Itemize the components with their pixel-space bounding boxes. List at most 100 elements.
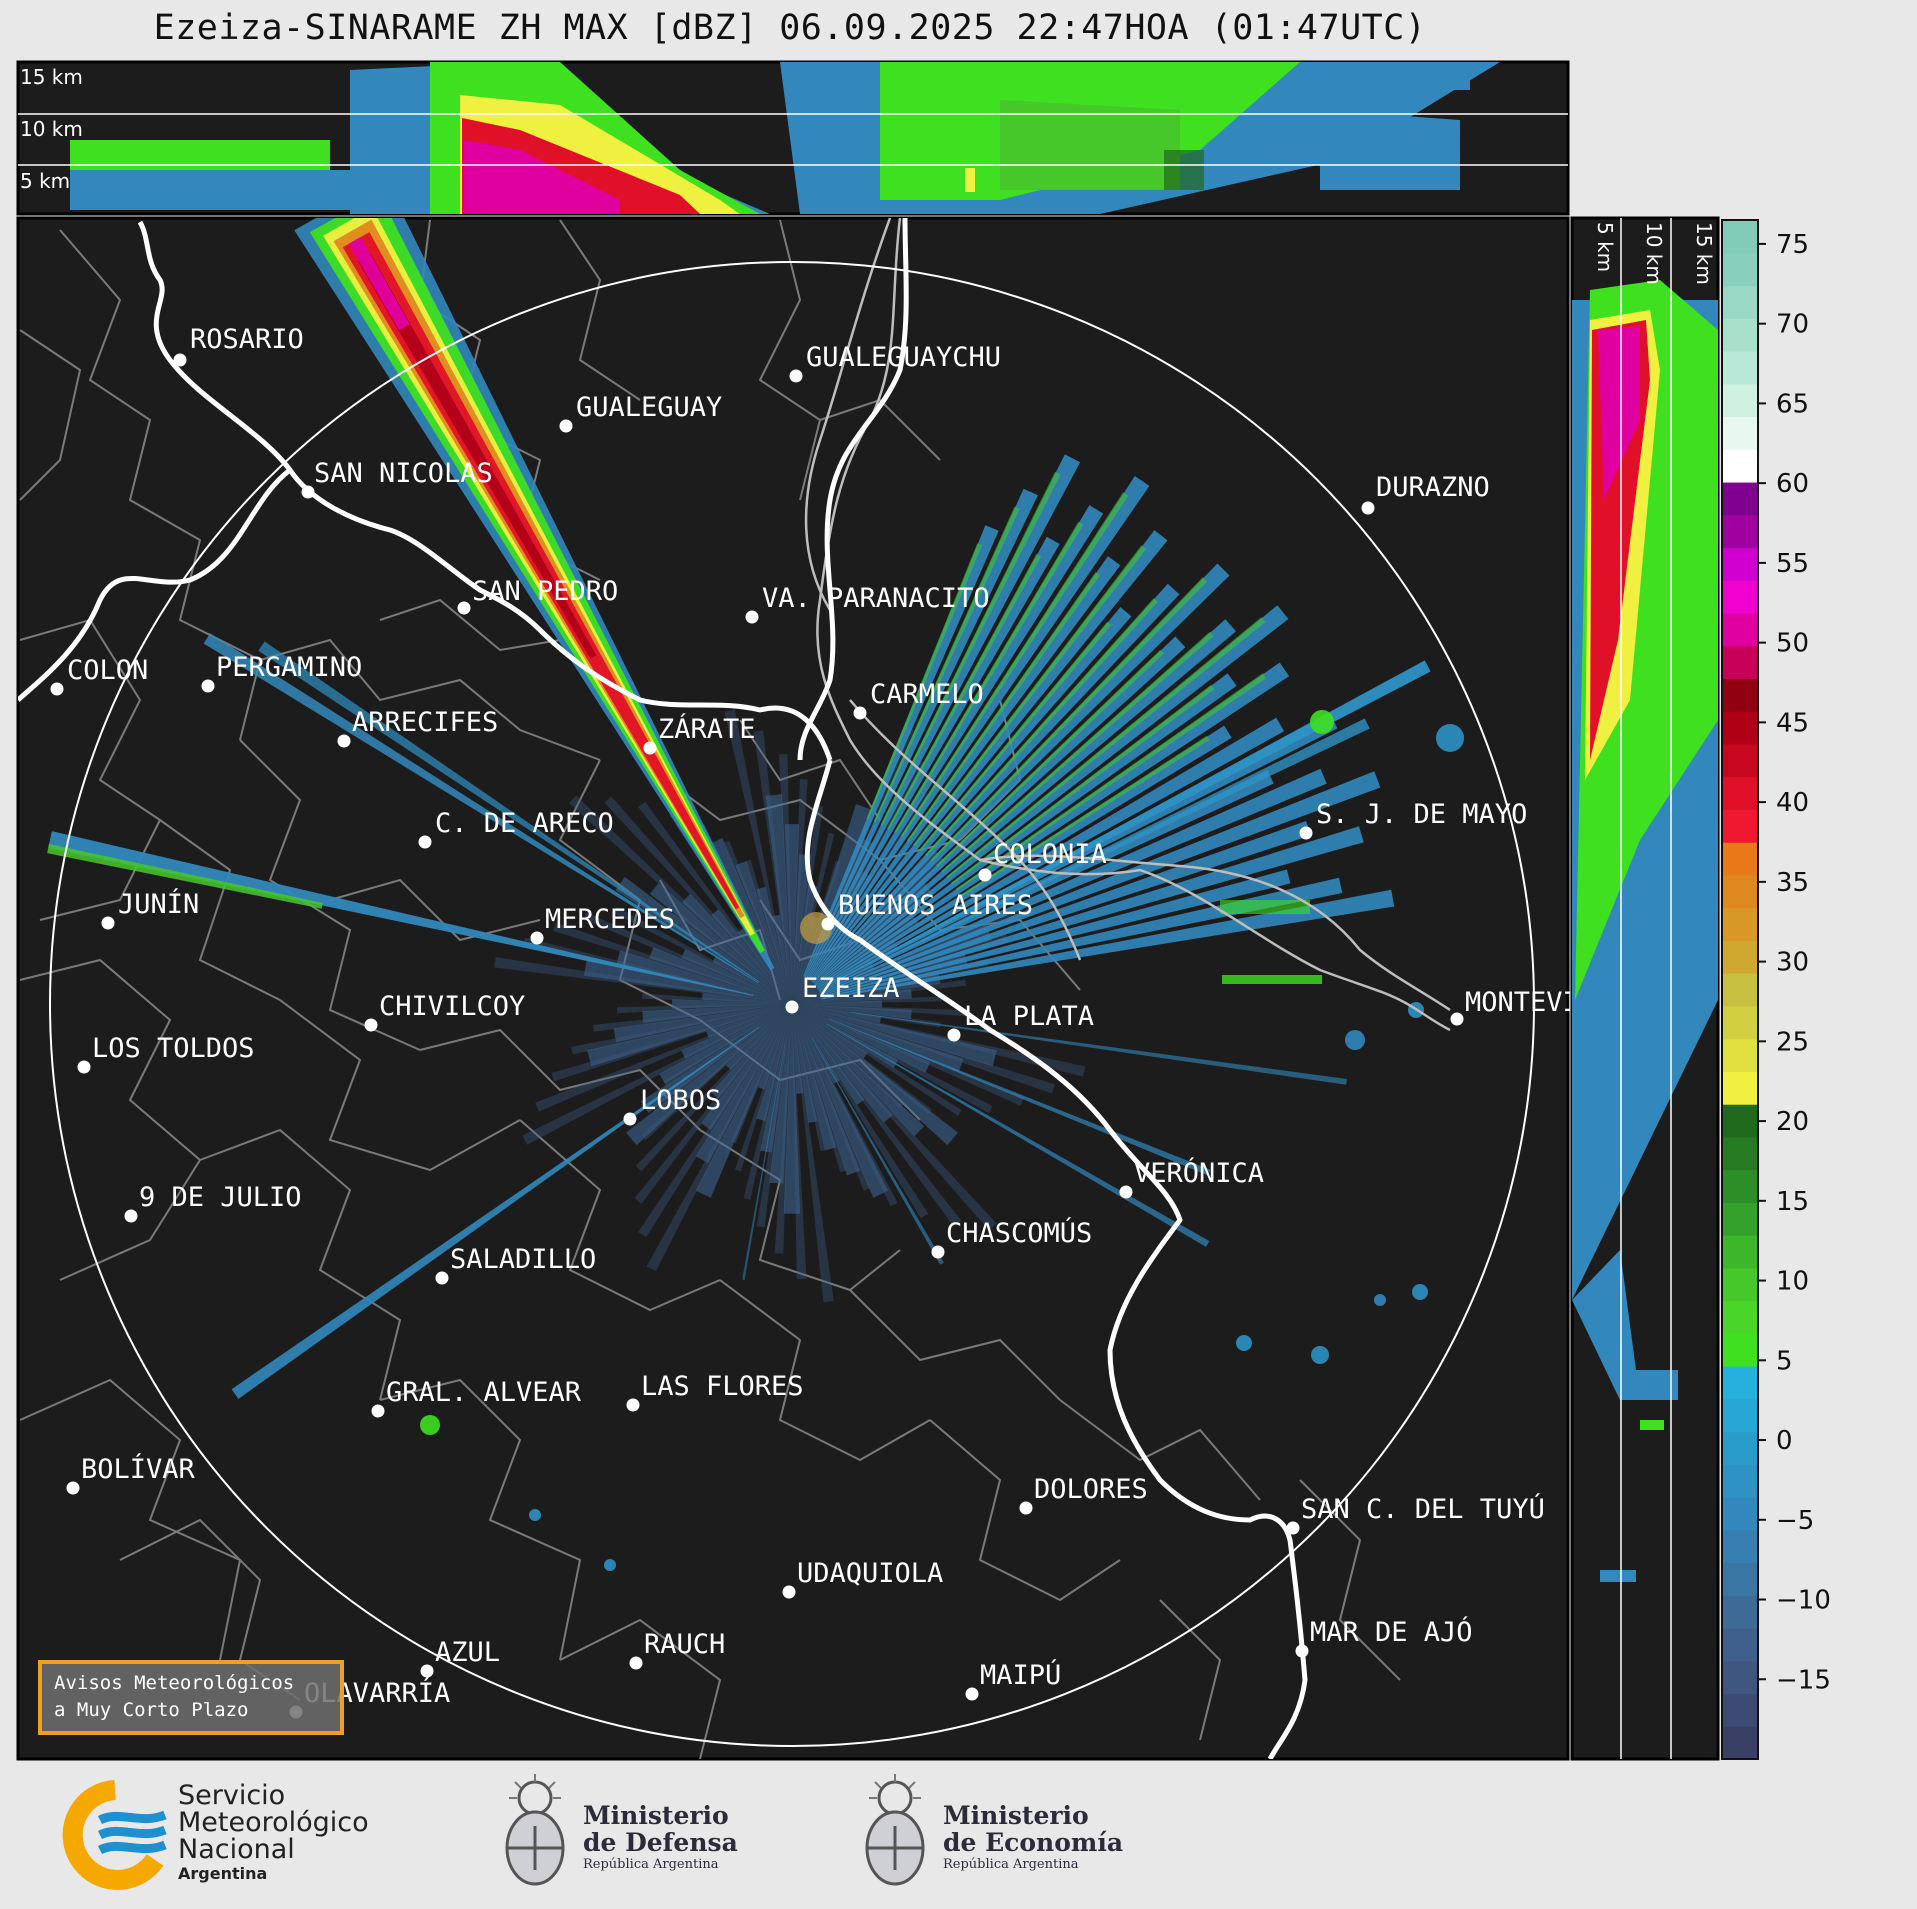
- colorbar-segment: [1722, 1398, 1758, 1433]
- colorbar-tick-label: 40: [1776, 788, 1809, 818]
- echo-sector: [646, 1004, 792, 1272]
- echo-cell: [529, 1509, 541, 1521]
- echo-sector: [806, 536, 1060, 979]
- echo-sector: [817, 717, 1285, 990]
- echo-sector: [765, 794, 792, 1004]
- echo-sector: [811, 607, 1132, 982]
- colorbar-segment: [1722, 1431, 1758, 1465]
- echo-sector: [805, 454, 1081, 978]
- avisos-box[interactable]: Avisos Meteorológicos a Muy Corto Plazo: [38, 1660, 344, 1735]
- colorbar-segment: [1722, 842, 1758, 876]
- city-dot: [435, 1271, 449, 1285]
- top-echo: [1000, 100, 1180, 190]
- city-dot: [745, 610, 759, 624]
- city-label: CHIVILCOY: [379, 991, 525, 1022]
- echo-sector: [792, 1004, 840, 1084]
- city-marker: MAIPÚ: [965, 1659, 1061, 1701]
- echo-sector: [900, 492, 1129, 838]
- city-marker: SAN C. DEL TUYÚ: [1286, 1493, 1545, 1535]
- echo-sector: [792, 1004, 941, 1028]
- city-dot: [947, 1028, 961, 1042]
- echo-sector: [494, 957, 792, 1004]
- echo-sector: [792, 1000, 882, 1008]
- echo-sector: [522, 1004, 792, 1145]
- city-dot: [1450, 1012, 1464, 1026]
- echo-sector: [737, 928, 792, 1004]
- colorbar-segment: [1722, 449, 1758, 483]
- city-dot: [1019, 1501, 1033, 1515]
- echo-sector: [821, 877, 1343, 999]
- city-marker: MERCEDES: [530, 904, 675, 945]
- city-dot: [1119, 1185, 1133, 1199]
- city-dot: [1286, 1521, 1300, 1535]
- city-dot: [782, 1585, 796, 1599]
- city-label: AZUL: [435, 1637, 500, 1668]
- avisos-line2: a Muy Corto Plazo: [54, 1699, 249, 1721]
- echo-sector: [792, 884, 925, 1004]
- city-dot: [101, 916, 115, 930]
- side-panel-echoes: [1572, 280, 1718, 1582]
- echo-sector: [792, 805, 824, 1004]
- city-label: LOS TOLDOS: [92, 1033, 255, 1064]
- echo-cell: [420, 1415, 440, 1435]
- city-marker: GUALEGUAY: [559, 392, 722, 433]
- city-label: S. J. DE MAYO: [1316, 799, 1527, 830]
- echo-sector: [792, 1004, 997, 1067]
- city-marker: ARRECIFES: [337, 707, 498, 748]
- echo-sector: [792, 1004, 818, 1123]
- top-echo: [464, 140, 620, 214]
- echo-sector: [792, 1004, 804, 1094]
- echo-sector: [792, 1004, 967, 1017]
- colorbar-tick-label: 30: [1776, 948, 1809, 978]
- city-dot: [371, 1404, 385, 1418]
- city-label: SALADILLO: [450, 1244, 596, 1275]
- economia-line2: de Economía: [943, 1828, 1124, 1857]
- colorbar-segment: [1722, 252, 1758, 287]
- echo-sector: [695, 1004, 792, 1198]
- side-echo: [1598, 326, 1640, 500]
- echo-sector: [941, 631, 1214, 873]
- echo-sector: [792, 1004, 889, 1198]
- echo-sector: [812, 583, 1180, 983]
- echo-sector: [659, 1004, 792, 1084]
- echo-sector: [358, 254, 597, 659]
- colorbar-segment: [1722, 1628, 1758, 1662]
- colorbar-segment: [1722, 318, 1758, 352]
- echo-sector: [613, 907, 792, 1004]
- echo-sector: [792, 1004, 882, 1024]
- city-dot: [965, 1687, 979, 1701]
- echo-sector: [792, 1004, 997, 1231]
- top-echo: [1440, 62, 1470, 90]
- echo-sector: [743, 1004, 792, 1200]
- colorbar-segment: [1722, 1005, 1758, 1040]
- city-marker: UDAQUIOLA: [782, 1558, 943, 1599]
- city-marker: DOLORES: [1019, 1474, 1148, 1515]
- echo-sector: [955, 673, 1267, 891]
- echo-sector: [792, 1004, 958, 1146]
- colorbar-segment: [1722, 1267, 1758, 1302]
- echo-sector: [919, 621, 1111, 851]
- echo-sector: [784, 824, 800, 1004]
- echo-sector: [808, 476, 1150, 980]
- colorbar-segment: [1722, 1169, 1758, 1203]
- colorbar-segment: [1722, 645, 1758, 680]
- echo-sector: [731, 1004, 792, 1144]
- echo-sector: [552, 922, 792, 1004]
- echo-sector: [681, 1004, 792, 1059]
- echo-sector: [792, 804, 872, 1004]
- echo-sector: [711, 909, 792, 1004]
- smn-line1: Servicio: [178, 1780, 286, 1811]
- echo-sector: [866, 543, 982, 820]
- economia-logo: Ministerio de Economía República Argenti…: [855, 1770, 1135, 1900]
- city-marker: SAN PEDRO: [457, 576, 618, 615]
- colorbar-tick-label: 25: [1776, 1027, 1809, 1057]
- city-label: DOLORES: [1034, 1474, 1148, 1505]
- colorbar-segment: [1722, 383, 1758, 418]
- echo-sector: [642, 993, 792, 1004]
- colorbar-tick-label: 60: [1776, 469, 1809, 499]
- city-label: 9 DE JULIO: [139, 1182, 302, 1213]
- city-label: LAS FLORES: [641, 1371, 804, 1402]
- echo-sector: [772, 914, 792, 1004]
- echo-band: [1222, 975, 1322, 984]
- colorbar-tick-label: −5: [1776, 1506, 1814, 1536]
